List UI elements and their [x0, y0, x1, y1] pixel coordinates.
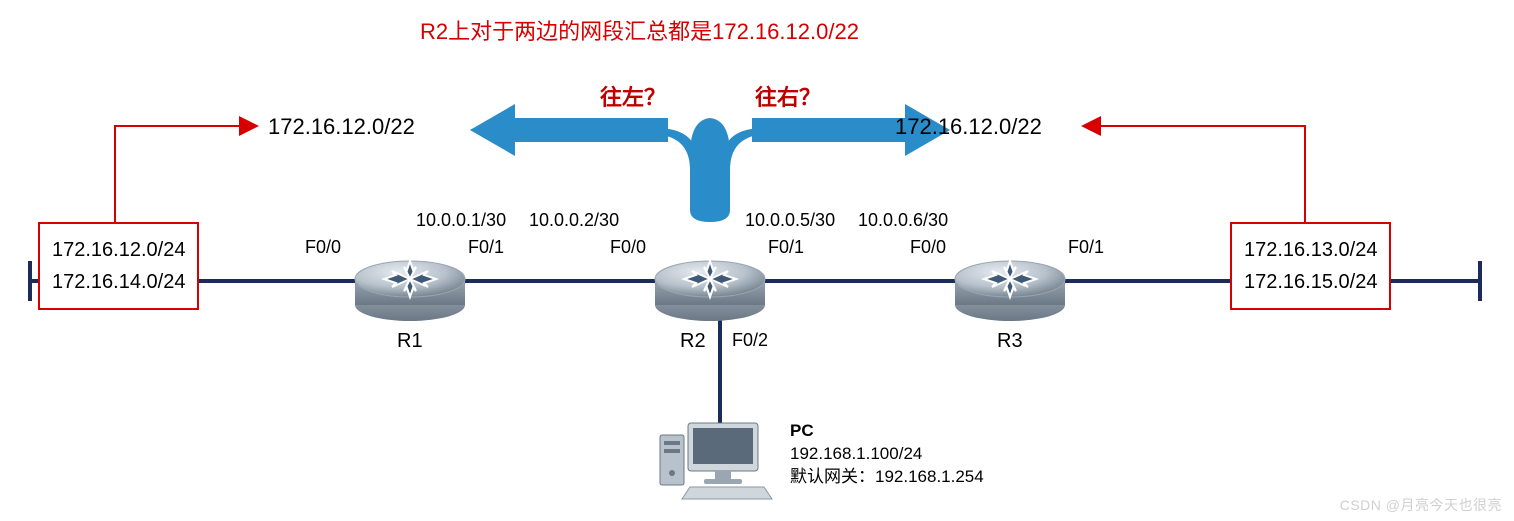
left-net-1: 172.16.12.0/24 [52, 234, 185, 266]
r1-f00-label: F0/0 [305, 237, 341, 258]
r3-label: R3 [997, 330, 1023, 353]
r2-ip-right: 10.0.0.5/30 [745, 210, 835, 231]
pc-gw: 默认网关：192.168.1.254 [790, 466, 984, 489]
r2-f02-label: F0/2 [732, 330, 768, 351]
router-r2-icon [655, 261, 765, 321]
summary-left-text: 172.16.12.0/22 [268, 114, 415, 140]
left-red-callout [115, 126, 255, 222]
pc-ip: 192.168.1.100/24 [790, 443, 984, 466]
split-arrow [470, 104, 950, 222]
pc-title: PC [790, 420, 984, 443]
right-net-2: 172.16.15.0/24 [1244, 266, 1377, 298]
router-r3-icon [955, 261, 1065, 321]
question-left: 往左？ [600, 80, 666, 112]
r2-ip-left: 10.0.0.2/30 [529, 210, 619, 231]
pc-icon [660, 423, 772, 499]
r1-f01-label: F0/1 [468, 237, 504, 258]
right-net-1: 172.16.13.0/24 [1244, 234, 1377, 266]
left-networks-box: 172.16.12.0/24 172.16.14.0/24 [38, 222, 199, 310]
r2-f01-label: F0/1 [768, 237, 804, 258]
r3-f01-label: F0/1 [1068, 237, 1104, 258]
router-r1-icon [355, 261, 465, 321]
r1-ip-right: 10.0.0.1/30 [416, 210, 506, 231]
r3-ip-left: 10.0.0.6/30 [858, 210, 948, 231]
r2-f00-label: F0/0 [610, 237, 646, 258]
left-net-2: 172.16.14.0/24 [52, 266, 185, 298]
watermark-text: CSDN @月亮今天也很亮 [1340, 495, 1502, 515]
pc-text-block: PC 192.168.1.100/24 默认网关：192.168.1.254 [790, 420, 984, 489]
r2-label: R2 [680, 330, 706, 353]
right-red-callout [1085, 126, 1305, 222]
right-networks-box: 172.16.13.0/24 172.16.15.0/24 [1230, 222, 1391, 310]
r3-f00-label: F0/0 [910, 237, 946, 258]
diagram-title: R2上对于两边的网段汇总都是172.16.12.0/22 [420, 14, 859, 46]
summary-right-text: 172.16.12.0/22 [895, 114, 1042, 140]
r1-label: R1 [397, 330, 423, 353]
question-right: 往右？ [755, 80, 821, 112]
